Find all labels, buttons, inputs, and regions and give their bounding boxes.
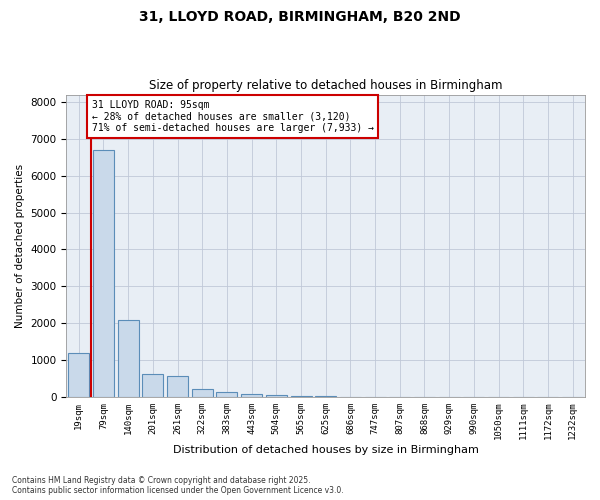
- Text: Contains HM Land Registry data © Crown copyright and database right 2025.
Contai: Contains HM Land Registry data © Crown c…: [12, 476, 344, 495]
- Title: Size of property relative to detached houses in Birmingham: Size of property relative to detached ho…: [149, 79, 502, 92]
- Bar: [290, 396, 311, 397]
- Y-axis label: Number of detached properties: Number of detached properties: [15, 164, 25, 328]
- Text: 31 LLOYD ROAD: 95sqm
← 28% of detached houses are smaller (3,120)
71% of semi-de: 31 LLOYD ROAD: 95sqm ← 28% of detached h…: [92, 100, 374, 134]
- Bar: [241, 394, 262, 397]
- Bar: [68, 352, 89, 397]
- Text: 31, LLOYD ROAD, BIRMINGHAM, B20 2ND: 31, LLOYD ROAD, BIRMINGHAM, B20 2ND: [139, 10, 461, 24]
- Bar: [266, 395, 287, 397]
- Bar: [118, 320, 139, 397]
- Bar: [315, 396, 336, 397]
- X-axis label: Distribution of detached houses by size in Birmingham: Distribution of detached houses by size …: [173, 445, 479, 455]
- Bar: [192, 389, 213, 397]
- Bar: [93, 150, 114, 397]
- Bar: [217, 392, 238, 397]
- Bar: [142, 374, 163, 397]
- Bar: [167, 376, 188, 397]
